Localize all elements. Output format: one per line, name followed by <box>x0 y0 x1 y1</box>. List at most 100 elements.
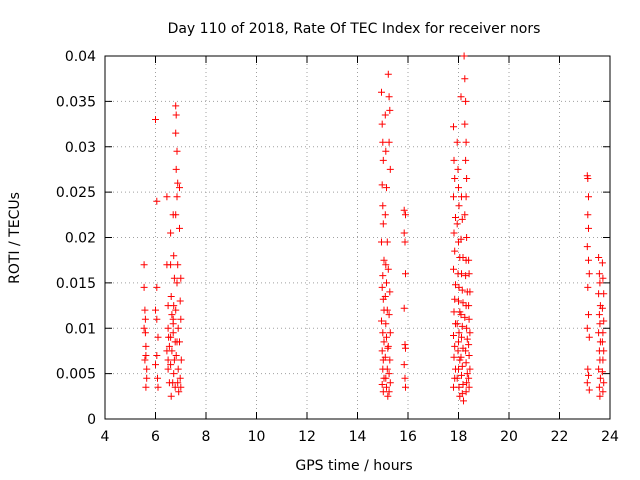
data-point-marker <box>378 381 386 388</box>
data-point-marker <box>595 365 603 373</box>
data-point-marker <box>177 274 185 282</box>
data-point-marker <box>174 379 182 387</box>
data-point <box>599 356 607 364</box>
data-point <box>163 193 171 201</box>
data-point <box>152 116 159 123</box>
data-point-marker <box>154 374 161 382</box>
x-tick-label: 16 <box>399 429 417 445</box>
data-point <box>453 220 461 228</box>
data-point-marker <box>462 388 470 396</box>
data-point-marker <box>379 156 387 164</box>
data-point <box>381 211 389 219</box>
data-point-marker <box>458 286 466 294</box>
data-point <box>174 179 182 187</box>
data-point-marker <box>461 313 469 321</box>
data-point <box>450 123 457 131</box>
data-point <box>585 333 593 341</box>
data-point <box>463 370 471 378</box>
data-point-marker <box>167 229 175 237</box>
data-point-marker <box>600 379 608 387</box>
data-point-marker <box>453 320 461 328</box>
data-point <box>164 365 172 373</box>
x-tick-label: 4 <box>101 429 110 445</box>
data-point <box>174 261 182 269</box>
data-point <box>167 392 175 400</box>
data-point <box>385 93 393 101</box>
data-point <box>584 283 592 291</box>
data-point-marker <box>141 329 149 337</box>
data-point <box>455 184 462 192</box>
data-point-marker <box>172 211 180 219</box>
data-point-marker <box>381 353 389 361</box>
data-point-marker <box>378 88 385 96</box>
data-point <box>142 383 150 391</box>
data-point <box>455 365 462 373</box>
data-point <box>381 111 389 119</box>
data-point <box>463 324 471 332</box>
data-point-marker <box>169 329 177 337</box>
data-point <box>465 270 473 278</box>
data-point <box>385 388 393 396</box>
data-point <box>461 120 469 128</box>
data-point <box>154 374 161 382</box>
data-point-marker <box>379 138 387 146</box>
data-point-marker <box>463 370 471 378</box>
data-point <box>584 365 592 373</box>
y-tick-label: 0 <box>87 412 96 428</box>
data-point-marker <box>170 370 178 378</box>
data-point-marker <box>402 270 409 278</box>
data-point <box>165 342 173 350</box>
data-point-marker <box>382 320 390 328</box>
data-point-marker <box>402 383 409 391</box>
data-point <box>465 302 473 310</box>
data-point <box>461 313 469 321</box>
data-point <box>384 392 392 400</box>
data-point <box>172 102 180 110</box>
data-points <box>140 52 608 405</box>
data-point <box>152 361 159 369</box>
data-point-marker <box>400 229 408 237</box>
data-point <box>462 138 470 146</box>
data-point-marker <box>378 347 386 355</box>
data-point <box>596 392 604 400</box>
data-point <box>174 324 182 332</box>
data-point <box>457 235 465 243</box>
data-point <box>177 356 185 364</box>
data-point-marker <box>461 120 469 128</box>
grid <box>105 56 610 419</box>
data-point-marker <box>455 297 462 305</box>
data-point <box>174 379 182 387</box>
data-point <box>451 247 459 255</box>
data-point <box>466 365 474 373</box>
data-point <box>175 388 183 396</box>
data-point <box>466 329 474 337</box>
data-point-marker <box>462 347 470 355</box>
data-point-marker <box>584 283 592 291</box>
data-point-marker <box>458 390 466 398</box>
data-point <box>461 211 469 219</box>
data-point <box>465 352 473 359</box>
data-point <box>401 374 409 382</box>
data-point-marker <box>585 270 593 278</box>
data-point-marker <box>176 224 183 232</box>
data-point <box>458 270 465 278</box>
data-point-marker <box>451 342 459 350</box>
data-point <box>168 311 176 319</box>
data-point-marker <box>595 270 603 278</box>
data-point-marker <box>383 333 390 341</box>
data-point <box>598 338 606 346</box>
data-point <box>383 184 390 192</box>
data-point-marker <box>174 365 182 373</box>
data-point <box>400 206 408 214</box>
data-point <box>451 175 459 182</box>
x-tick-label: 8 <box>202 429 211 445</box>
data-point-marker <box>596 392 604 400</box>
data-point-marker <box>465 302 473 310</box>
data-point <box>385 138 393 146</box>
data-point-marker <box>600 317 608 325</box>
data-point-marker <box>167 261 175 269</box>
data-point <box>463 234 471 241</box>
data-point-marker <box>176 297 184 305</box>
data-point-marker <box>596 279 604 287</box>
data-point <box>167 293 175 300</box>
